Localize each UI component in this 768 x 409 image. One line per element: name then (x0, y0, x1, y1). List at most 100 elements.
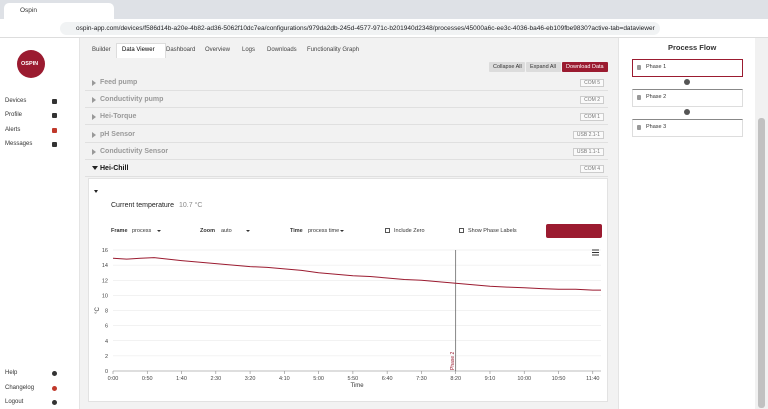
checkbox-label: Include Zero (394, 228, 425, 234)
toolbar-button-label: Collapse All (493, 64, 522, 70)
x-tick-label: 9:10 (485, 376, 496, 382)
address-field[interactable] (60, 22, 660, 35)
x-tick-label: 1:40 (176, 376, 187, 382)
device-row[interactable] (85, 142, 608, 160)
nav-item[interactable]: Messages (5, 141, 33, 147)
device-port: COM 1 (580, 113, 604, 122)
tab-title: Ospin (20, 7, 37, 14)
phase-icon (637, 65, 641, 70)
toolbar-button[interactable] (489, 62, 525, 72)
nav-icon (52, 99, 57, 104)
phase-label: Phase 2 (646, 94, 667, 100)
y-tick-label: 4 (105, 339, 108, 345)
device-name: Conductivity Sensor (100, 147, 169, 155)
device-row[interactable] (85, 74, 608, 91)
reading-value: 10.7 °C (179, 202, 203, 209)
phase-connector (684, 79, 690, 85)
card-caret (94, 190, 98, 193)
y-tick-label: 2 (105, 354, 108, 360)
device-caret (92, 97, 96, 104)
phase-card[interactable] (632, 89, 743, 107)
x-axis-label: Time (350, 383, 364, 389)
x-tick-label: 3:20 (245, 376, 256, 382)
phase-icon (637, 125, 641, 130)
footer-icon (52, 371, 57, 376)
device-caret (92, 166, 98, 170)
nav-icon (52, 128, 57, 133)
y-tick-label: 10 (102, 293, 108, 299)
device-port: USB 2.1-1 (572, 130, 604, 139)
active-tab[interactable] (4, 3, 114, 19)
y-tick-label: 6 (105, 324, 108, 330)
nav-icon (52, 142, 57, 147)
control-value[interactable]: process time (308, 228, 340, 234)
x-tick-label: 11:40 (586, 376, 599, 382)
device-row[interactable] (85, 91, 608, 109)
x-tick-label: 2:30 (210, 376, 221, 382)
x-tick-label: 10:50 (552, 376, 566, 382)
device-port: COM 4 (580, 165, 604, 173)
control-label: Frame (111, 228, 128, 234)
y-tick-label: 16 (102, 248, 108, 254)
control-value[interactable]: process (132, 228, 152, 234)
tab[interactable]: Logs (242, 47, 256, 53)
logo[interactable] (17, 50, 45, 78)
checkbox[interactable] (459, 228, 464, 233)
x-tick-label: 8:20 (450, 376, 461, 382)
toolbar-button[interactable] (562, 62, 608, 72)
phase-card[interactable] (632, 59, 743, 77)
y-tick-label: 12 (102, 278, 108, 284)
tab[interactable]: Downloads (267, 47, 297, 53)
device-port: COM 5 (580, 79, 604, 87)
x-tick-label: 7:30 (416, 376, 427, 382)
scroll-thumb[interactable] (758, 118, 765, 408)
device-name: Conductivity pump (100, 96, 164, 104)
tab[interactable]: Dashboard (166, 47, 196, 53)
footer-icon (52, 386, 57, 391)
y-axis-label: °C (95, 306, 101, 313)
y-tick-label: 8 (105, 309, 108, 315)
dropdown-arrow (340, 230, 344, 232)
tab[interactable]: Builder (92, 47, 111, 53)
device-caret (92, 131, 96, 138)
device-row[interactable] (85, 125, 608, 143)
phase-label: Phase 1 (646, 64, 667, 70)
device-row[interactable] (85, 108, 608, 126)
nav-item[interactable]: Alerts (5, 127, 21, 133)
footer-item[interactable]: Logout (5, 399, 24, 405)
reading-label: Current temperature (111, 202, 175, 209)
active-tab-bg (116, 43, 166, 58)
chart-box (94, 242, 604, 392)
footer-icon (52, 400, 57, 405)
phase-card[interactable] (632, 119, 743, 137)
device-row[interactable] (85, 160, 608, 177)
nav-item[interactable]: Devices (5, 98, 27, 104)
chart-menu (592, 249, 599, 256)
checkbox[interactable] (385, 228, 390, 233)
toolbar-button[interactable] (526, 62, 561, 72)
footer-item[interactable]: Help (5, 370, 18, 376)
device-name: Hei-Torque (100, 113, 137, 121)
sidebar (0, 38, 80, 409)
device-port: USB 1.1-1 (572, 147, 604, 156)
tab[interactable]: Functionality Graph (307, 47, 360, 53)
device-name: pH Sensor (100, 130, 136, 138)
x-tick-label: 5:50 (348, 376, 359, 382)
footer-item[interactable]: Changelog (5, 385, 35, 391)
control-value[interactable]: auto (221, 228, 232, 234)
tab[interactable]: Overview (205, 47, 231, 53)
x-tick-label: 5:00 (313, 376, 324, 382)
x-tick-label: 4:10 (279, 376, 290, 382)
scrollbar[interactable] (755, 38, 768, 409)
phase-icon (637, 95, 641, 100)
chart-buttons[interactable] (546, 224, 602, 238)
panel-title: Process Flow (668, 43, 717, 52)
tab[interactable]: Data Viewer (122, 47, 155, 53)
toolbar-button-label: Download Data (566, 64, 604, 70)
x-tick-label: 10:00 (517, 376, 531, 382)
x-tick-label: 0:50 (142, 376, 153, 382)
nav-item[interactable]: Profile (5, 112, 23, 118)
device-caret (92, 80, 96, 86)
control-label: Time (290, 228, 303, 234)
